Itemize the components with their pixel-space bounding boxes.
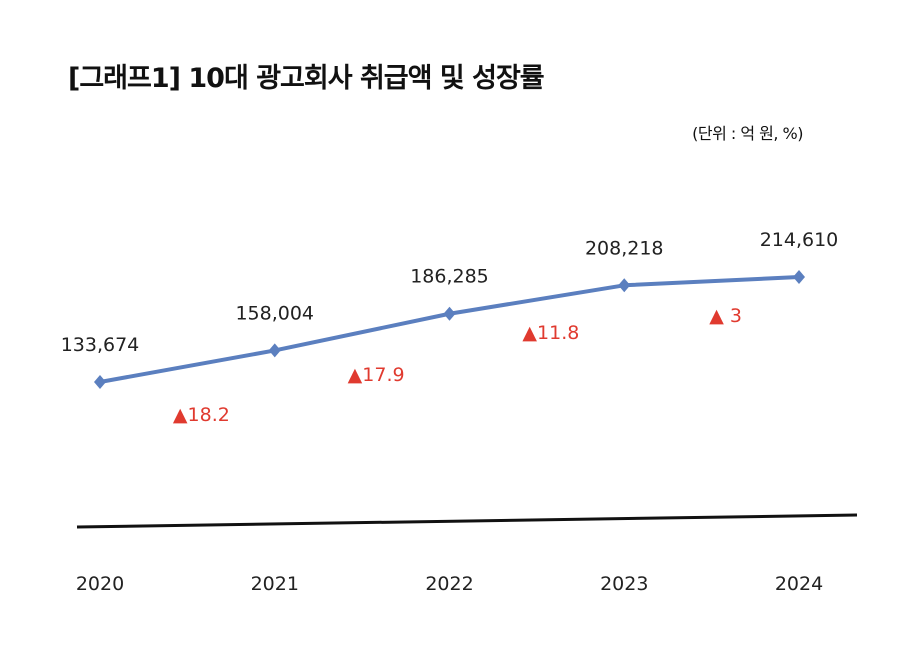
growth-rate-label: ▲ 3 — [709, 305, 742, 327]
growth-rate-label: ▲18.2 — [173, 404, 230, 426]
data-point-marker — [94, 375, 106, 389]
growth-rate-label: ▲11.8 — [522, 322, 579, 344]
x-tick-label: 2022 — [425, 573, 473, 595]
growth-rate-label: ▲17.9 — [348, 364, 405, 386]
data-point-marker — [618, 278, 631, 293]
value-label: 186,285 — [410, 266, 489, 288]
x-axis-line — [76, 513, 858, 529]
x-tick-label: 2020 — [76, 573, 124, 595]
x-tick-label: 2021 — [251, 573, 299, 595]
x-tick-label: 2024 — [775, 573, 823, 595]
chart-title: [그래프1] 10대 광고회사 취급액 및 성장률 — [68, 63, 545, 94]
x-tick-label: 2023 — [600, 573, 648, 595]
data-point-marker — [443, 306, 456, 321]
value-label: 158,004 — [235, 302, 314, 324]
data-point-marker — [268, 343, 281, 358]
data-point-marker — [793, 270, 805, 285]
value-label: 133,674 — [61, 334, 140, 356]
unit-note: (단위 : 억 원, %) — [692, 124, 803, 143]
value-label: 214,610 — [760, 229, 839, 251]
series-line — [99, 275, 800, 384]
value-label: 208,218 — [585, 237, 664, 259]
